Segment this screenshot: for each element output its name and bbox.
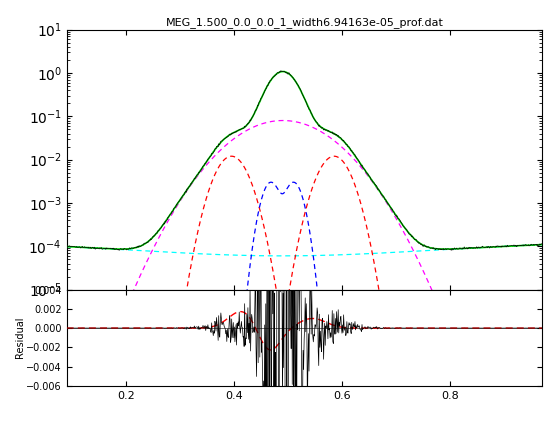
Y-axis label: Residual: Residual <box>14 317 24 358</box>
Title: MEG_1.500_0.0_0.0_1_width6.94163e-05_prof.dat: MEG_1.500_0.0_0.0_1_width6.94163e-05_pro… <box>166 17 443 28</box>
